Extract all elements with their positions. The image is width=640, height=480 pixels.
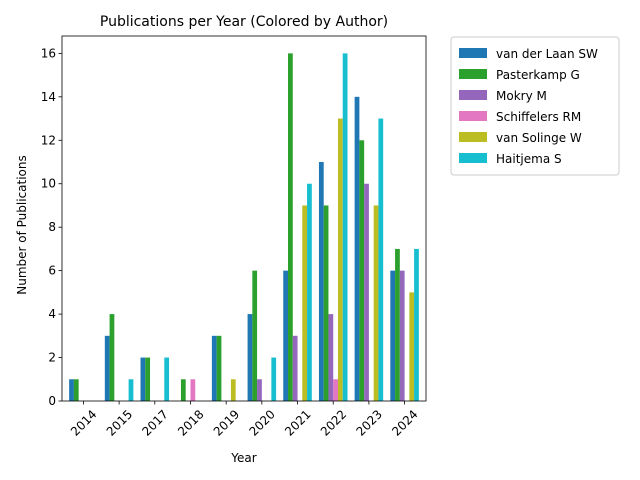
bar-2023-series-2	[364, 183, 369, 401]
y-tick-label: 6	[48, 264, 56, 278]
bar-2024-series-4	[409, 292, 415, 401]
y-tick-label: 14	[41, 90, 56, 104]
y-tick-label: 16	[41, 46, 56, 60]
bar-2021-series-0	[283, 270, 289, 401]
bar-2020-series-2	[257, 379, 262, 401]
bar-2014-series-0	[69, 379, 74, 401]
bar-2023-series-1	[359, 140, 365, 402]
x-axis-label: Year	[230, 451, 256, 465]
bar-2014-series-1	[73, 379, 79, 401]
bar-2018-series-1	[180, 379, 186, 401]
bar-2024-series-2	[399, 270, 405, 401]
bar-2022-series-5	[342, 53, 348, 401]
y-tick-label: 10	[41, 177, 56, 191]
x-tick-label: 2021	[282, 407, 313, 438]
bar-2020-series-0	[247, 314, 253, 401]
bar-2019-series-0	[211, 335, 217, 401]
bar-2015-series-0	[104, 335, 110, 401]
x-tick-label: 2018	[175, 407, 206, 438]
bar-2018-series-3	[190, 379, 196, 401]
x-tick-label: 2015	[104, 407, 135, 438]
bar-2015-series-5	[128, 379, 134, 401]
legend-entry-label: van Solinge W	[496, 131, 582, 145]
x-tick-label: 2023	[354, 407, 385, 438]
legend-swatch	[459, 69, 487, 79]
bar-2023-series-4	[373, 205, 379, 401]
y-tick-label: 2	[48, 351, 56, 365]
bar-2019-series-4	[230, 379, 236, 401]
bar-2024-series-0	[390, 270, 396, 401]
x-tick-label: 2019	[211, 407, 242, 438]
bar-2022-series-2	[328, 314, 334, 401]
bar-2021-series-5	[307, 183, 312, 401]
legend-swatch	[459, 48, 487, 58]
bar-2024-series-1	[395, 248, 400, 401]
legend-entry-label: Haitjema S	[496, 152, 562, 166]
bar-2019-series-1	[216, 335, 222, 401]
bar-2020-series-1	[252, 270, 258, 401]
plot-frame	[61, 35, 427, 402]
bar-2017-series-0	[140, 357, 146, 401]
bars-layer	[69, 53, 419, 402]
bar-2022-series-1	[323, 205, 329, 401]
legend-swatch	[459, 153, 487, 163]
bar-2022-series-3	[333, 379, 338, 401]
legend-swatch	[459, 90, 487, 100]
bar-2022-series-4	[337, 118, 343, 401]
bar-2023-series-5	[378, 118, 384, 401]
bar-2017-series-1	[145, 357, 151, 401]
y-tick-label: 8	[48, 220, 56, 234]
bar-2022-series-0	[318, 162, 324, 401]
bar-2021-series-1	[288, 53, 293, 401]
legend-entry-label: van der Laan SW	[496, 47, 598, 61]
bar-2021-series-4	[302, 205, 308, 401]
y-tick-label: 12	[41, 133, 56, 147]
bar-2017-series-5	[164, 357, 170, 401]
legend-entry-label: Pasterkamp G	[496, 68, 580, 82]
y-tick-label: 4	[48, 307, 56, 321]
y-axis-label: Number of Publications	[15, 155, 29, 295]
legend-entry-label: Schiffelers RM	[496, 110, 581, 124]
bar-2015-series-1	[109, 314, 115, 401]
y-tick-label: 0	[48, 394, 56, 408]
x-tick-label: 2017	[139, 407, 170, 438]
legend-swatch	[459, 111, 487, 121]
legend-swatch	[459, 132, 487, 142]
legend-entry-label: Mokry M	[496, 89, 547, 103]
bar-2023-series-0	[354, 96, 360, 401]
bar-2020-series-5	[271, 357, 277, 401]
x-tick-label: 2014	[68, 407, 99, 438]
x-tick-label: 2020	[246, 407, 277, 438]
chart-title: Publications per Year (Colored by Author…	[100, 14, 388, 30]
x-tick-label: 2024	[389, 407, 420, 438]
legend: van der Laan SW Pasterkamp G Mokry M Schiff…	[450, 36, 620, 176]
x-tick-label: 2022	[318, 407, 349, 438]
bar-2021-series-2	[292, 335, 298, 401]
legend-box	[450, 36, 620, 176]
bar-2024-series-5	[414, 248, 419, 401]
